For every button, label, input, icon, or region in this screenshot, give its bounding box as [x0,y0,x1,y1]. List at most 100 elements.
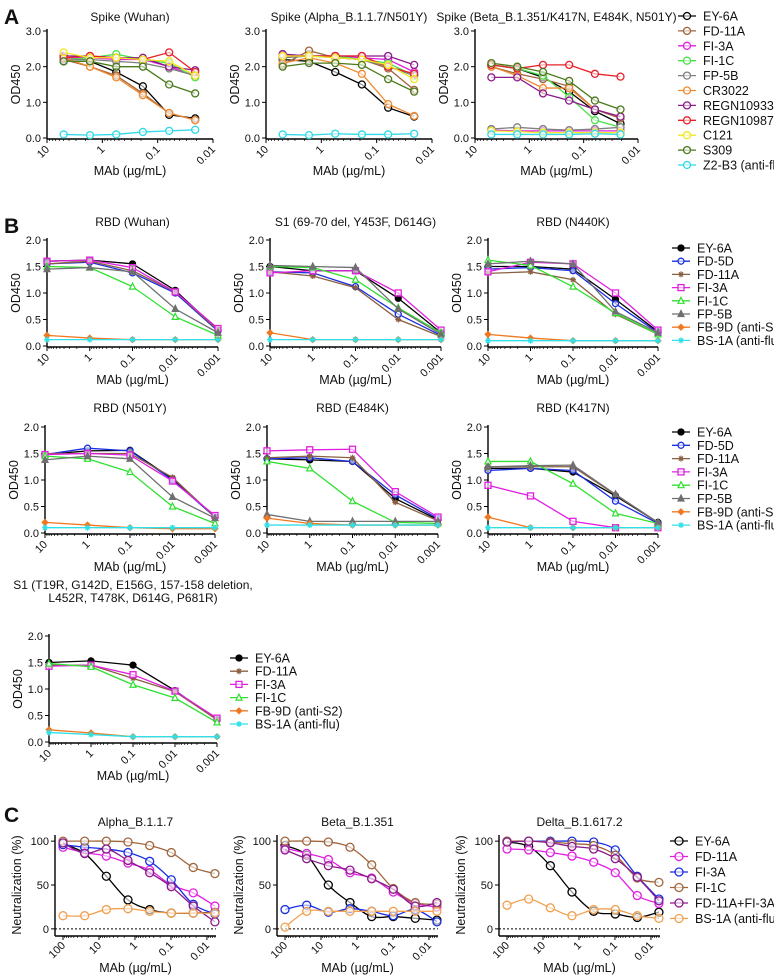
data-point [123,847,133,858]
data-point [323,837,333,847]
x-tick-label: 0.1 [157,940,176,959]
data-point [84,524,91,531]
legend-label: FD-11A [697,268,740,282]
data-point [392,522,399,529]
data-point [278,51,287,61]
y-tick-label: 2.0 [24,422,39,434]
data-point [128,266,137,275]
data-point [654,877,664,888]
data-point [191,116,200,125]
legend-item: EY-6A [672,426,733,440]
series-line [44,452,216,517]
data-point [85,130,95,140]
data-point [280,845,290,855]
x-tick-label: 10 [309,940,326,957]
y-tick-label: 3.0 [454,26,469,38]
legend-item: REGN10933 [678,99,774,113]
data-point [85,262,94,271]
y-tick-label: 2.0 [454,62,469,74]
legend-item: FD-11A+FI-3A [670,897,774,911]
data-point [502,837,512,847]
series-fp-5b [266,260,445,338]
x-tick-label: 0.01 [194,144,218,168]
legend-label: FI-1C [697,479,728,493]
y-tick-label: 50 [37,880,49,892]
legend-marker-icon [677,244,685,252]
legend-item: FD-11A [230,665,298,679]
data-point [345,906,355,916]
legend: EY-6AFD-11AFI-3AFI-1CFP-5BCR3022REGN1093… [678,10,774,173]
data-point [384,60,393,70]
data-point [526,492,535,500]
data-point [129,671,137,679]
data-point [165,80,174,89]
data-point [395,336,402,343]
x-tick-label: 0.1 [362,144,381,163]
data-point [304,130,314,140]
data-point [394,310,402,318]
x-tick-label: 1 [80,539,93,552]
chart-s1-t19r-g142d-e156g-157-158-deletion: S1 (T19R, G142D, E156G, 157-158 deletion… [11,578,343,783]
series-line [63,51,196,77]
series-line [63,57,196,121]
data-point [513,62,522,71]
legend-item: S309 [678,144,732,158]
data-point [191,71,200,80]
data-point [590,69,600,78]
data-point [80,848,90,859]
legend-item: FD-5D [672,439,734,453]
data-point [128,281,137,290]
y-tick-label: 1.0 [24,475,39,487]
x-tick-label: 1 [523,352,536,365]
x-tick-label: 0.001 [635,539,663,567]
data-point [210,917,220,927]
series-line [491,133,621,136]
data-point [331,129,340,138]
x-tick-label: 10 [35,352,52,369]
data-point [569,259,577,267]
x-tick-label: 10 [87,940,104,957]
x-axis-label: MAb (µg/mL) [97,769,170,783]
legend-marker-icon [677,283,685,292]
data-point [545,838,555,848]
chart-rbd-wuhan: RBD (Wuhan) 0.0 0.5 1.0 1.5 2.0 10 1 0.1 0.01 0.00… [9,215,223,387]
x-tick-label: 0.1 [559,539,578,558]
series-line [282,57,415,117]
data-point [304,51,314,61]
series-c121 [59,48,200,80]
data-point [191,89,200,98]
x-tick-label: 1 [523,539,536,552]
data-point [129,661,137,669]
data-point [527,337,534,344]
data-point [410,906,420,916]
y-tick-label: 2.0 [246,422,261,434]
data-point [410,87,419,96]
data-point [168,501,177,510]
data-point [484,481,492,489]
data-point [165,57,174,66]
data-point [349,522,356,529]
legend-item: FI-3A [230,678,286,692]
legend-item: EY-6A [678,10,739,24]
x-tick-label: 1 [127,940,140,953]
legend-marker-icon [682,160,692,170]
data-point [86,256,94,264]
data-point [278,62,287,71]
y-tick-label: 1.0 [246,475,261,487]
data-point [569,478,577,487]
data-point [589,857,599,867]
data-point [432,917,442,927]
x-tick-label: 0.01 [597,539,621,563]
data-point [278,130,287,139]
legend-item: EY-6A [670,835,731,849]
legend-marker-icon [235,654,243,662]
x-tick-label: 10 [33,539,50,556]
legend-item: FI-1C [678,54,734,68]
y-tick-label: 0.0 [467,341,482,353]
y-tick-label: 2.0 [467,235,482,247]
y-axis-label: OD450 [9,273,23,313]
data-point [527,524,534,531]
legend-label: FP-5B [697,308,732,322]
